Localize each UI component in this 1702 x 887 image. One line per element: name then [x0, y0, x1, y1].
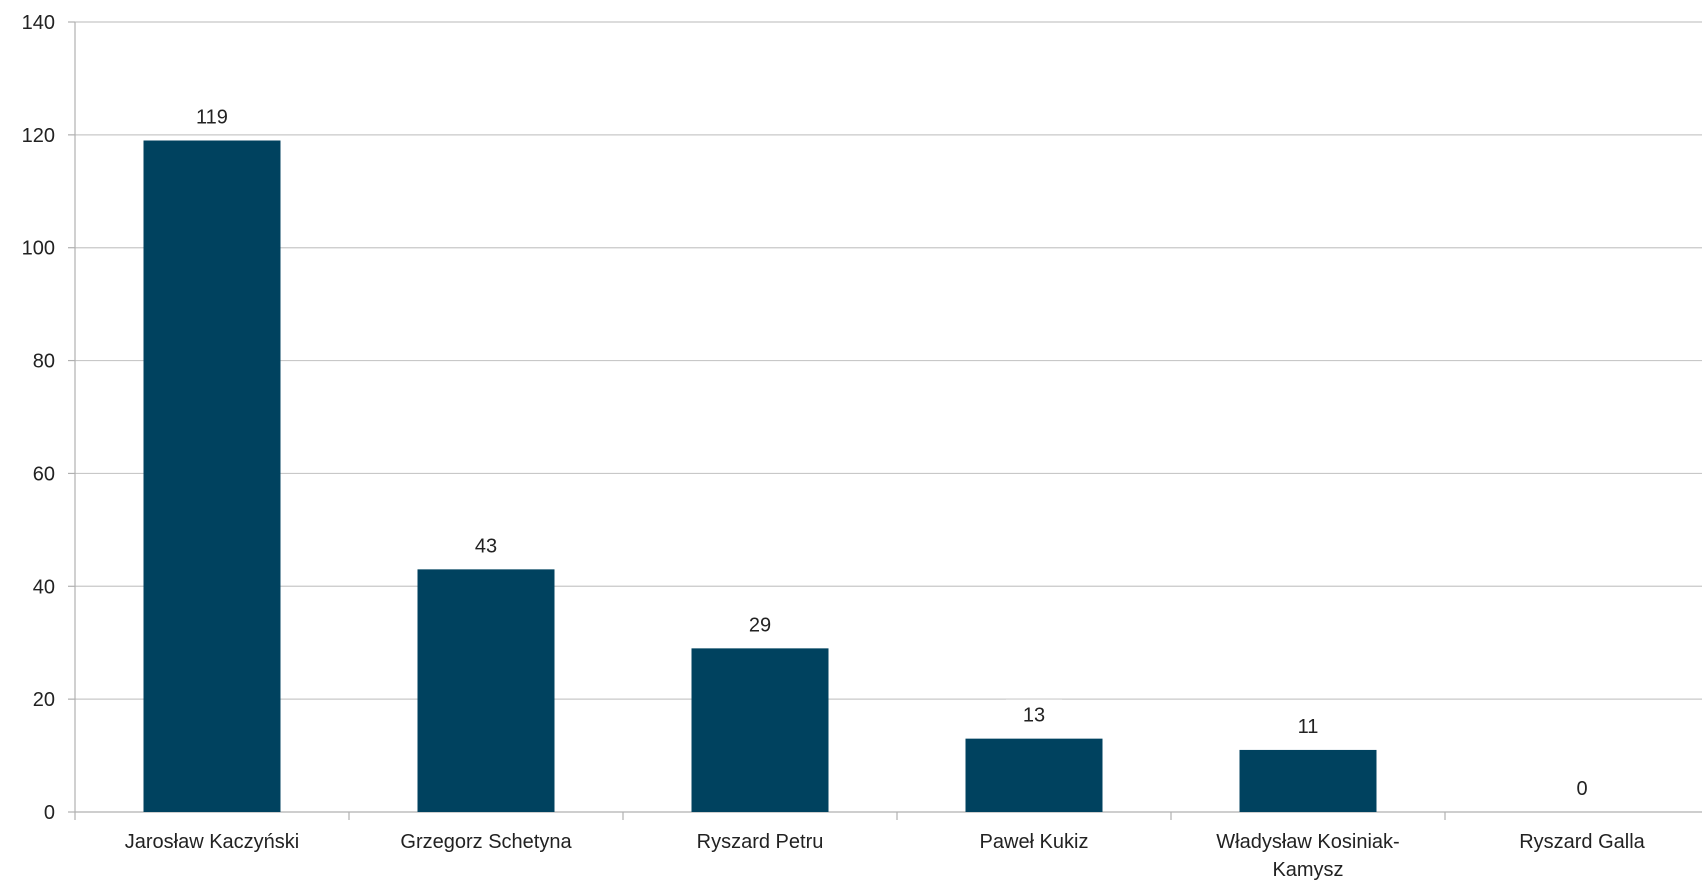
data-label-background — [184, 101, 240, 132]
bar — [417, 569, 555, 812]
data-label: 29 — [749, 614, 771, 636]
data-label-background — [1554, 773, 1610, 803]
category-label: Grzegorz Schetyna — [400, 831, 572, 853]
data-label: 11 — [1298, 716, 1319, 738]
category-label: Jarosław Kaczyński — [125, 831, 300, 853]
data-label-background — [1006, 699, 1062, 730]
bar — [143, 140, 281, 812]
bar — [1239, 749, 1377, 812]
y-tick-label: 40 — [33, 576, 55, 598]
y-tick-label: 0 — [44, 802, 55, 824]
category-label: Ryszard Petru — [697, 831, 824, 853]
labels: 119 Jarosław Kaczyński 43 Grzegorz Schetyna… — [125, 101, 1646, 881]
y-tick-label: 140 — [22, 12, 55, 34]
axes: 0 20 40 60 80 100 120 140 — [22, 12, 1702, 824]
data-label-background — [1280, 710, 1336, 741]
category-label: Paweł Kukiz — [980, 831, 1089, 853]
y-tick-label: 100 — [22, 238, 55, 260]
y-tick-label: 20 — [33, 689, 55, 711]
data-label-background — [732, 609, 788, 640]
category-label: Kamysz — [1272, 859, 1343, 881]
data-label: 0 — [1576, 778, 1587, 800]
data-label: 43 — [475, 535, 497, 557]
bar — [691, 648, 829, 812]
y-tick-label: 80 — [33, 351, 55, 373]
bars — [143, 140, 1377, 812]
category-label: Władysław Kosiniak- — [1216, 831, 1399, 853]
category-label: Ryszard Galla — [1519, 831, 1645, 853]
gridlines — [75, 21, 1702, 700]
data-label-background — [458, 530, 514, 561]
data-label: 13 — [1023, 705, 1045, 727]
y-tick-label: 120 — [22, 125, 55, 147]
bar — [965, 738, 1103, 812]
data-label: 119 — [196, 107, 228, 129]
y-tick-label: 60 — [33, 463, 55, 485]
